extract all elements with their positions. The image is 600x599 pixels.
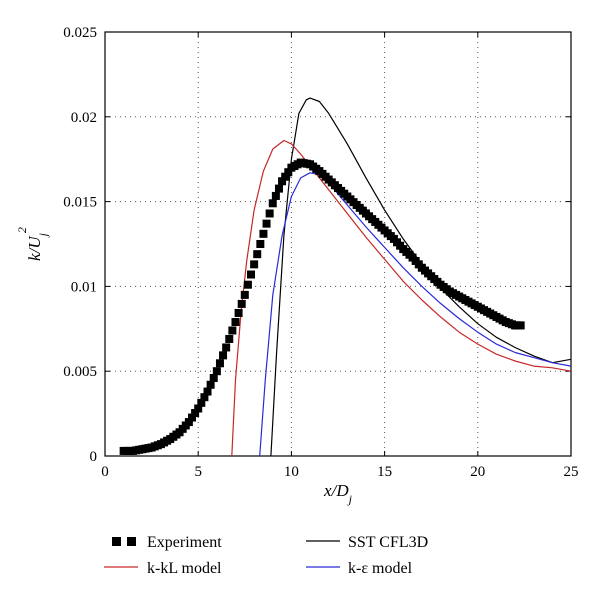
experiment-marker [197, 398, 206, 407]
experiment-marker [268, 199, 277, 208]
legend-label-k-epsilon: k-ε model [348, 560, 413, 577]
experiment-marker [237, 299, 246, 308]
experiment-marker [281, 172, 290, 181]
y-axis-label: k/Uj2 [15, 227, 50, 261]
legend-label-k-kl: k-kL model [147, 560, 222, 577]
experiment-marker [240, 290, 249, 299]
experiment-marker [516, 321, 525, 330]
experiment-markers [119, 158, 525, 455]
series-lines [231, 97, 572, 457]
experiment-marker [243, 280, 252, 289]
series-line-k-kl-model [231, 139, 572, 457]
experiment-marker [203, 387, 212, 396]
experiment-marker [250, 260, 259, 269]
experiment-marker [278, 177, 287, 186]
x-axis-label: x/Dj [323, 481, 353, 506]
experiment-marker [219, 351, 228, 360]
experiment-marker [274, 184, 283, 193]
experiment-marker [191, 409, 200, 418]
x-tick-label: 25 [564, 464, 579, 480]
experiment-marker [256, 240, 265, 248]
experiment-marker-swatch [127, 537, 136, 546]
x-tick-label: 5 [194, 464, 202, 480]
experiment-marker [231, 318, 240, 327]
experiment-marker [222, 343, 231, 352]
legend-item-sst-cfl3d: SST CFL3D [306, 534, 428, 551]
legend: Experiment SST CFL3D k-kL model k-ε mode… [104, 534, 428, 577]
experiment-marker [262, 219, 271, 228]
experiment-marker [234, 308, 243, 317]
experiment-marker [215, 359, 224, 368]
experiment-marker [228, 326, 237, 335]
series-line-k-model [259, 172, 572, 457]
x-tick-label: 15 [377, 464, 392, 480]
axis-ticks [104, 31, 572, 457]
experiment-marker [200, 393, 209, 402]
experiment-marker [225, 334, 234, 343]
x-tick-label: 20 [470, 464, 485, 480]
experiment-marker [209, 373, 218, 382]
experiment-marker [271, 191, 280, 200]
legend-item-k-epsilon: k-ε model [306, 560, 413, 577]
y-tick-label: 0.02 [71, 110, 97, 126]
experiment-marker [212, 367, 221, 376]
experiment-marker [247, 270, 256, 279]
experiment-marker-swatch [112, 537, 121, 546]
y-tick-labels: 0 0.005 0.01 0.015 0.02 0.025 [63, 25, 97, 465]
y-tick-label: 0.01 [71, 279, 97, 295]
legend-label-experiment: Experiment [147, 534, 222, 551]
experiment-marker [253, 250, 262, 259]
experiment-marker [187, 413, 196, 422]
grid-lines [105, 32, 571, 456]
experiment-marker [194, 404, 203, 413]
experiment-marker [206, 380, 215, 389]
legend-label-sst-cfl3d: SST CFL3D [348, 534, 428, 551]
x-tick-label: 10 [284, 464, 299, 480]
legend-item-experiment: Experiment [112, 534, 222, 551]
y-tick-label: 0.005 [63, 364, 97, 380]
series-line-sst-cfl3d [270, 97, 572, 457]
x-tick-label: 0 [101, 464, 109, 480]
experiment-marker [184, 418, 193, 427]
y-tick-label: 0 [90, 449, 98, 465]
experiment-marker [265, 209, 274, 218]
x-tick-labels: 0 5 10 15 20 25 [101, 464, 578, 480]
experiment-marker [284, 168, 293, 177]
legend-item-k-kl: k-kL model [104, 560, 222, 577]
y-tick-label: 0.015 [63, 195, 97, 211]
plot-area-frame [104, 31, 572, 457]
experiment-marker [259, 229, 268, 238]
y-tick-label: 0.025 [63, 25, 97, 41]
